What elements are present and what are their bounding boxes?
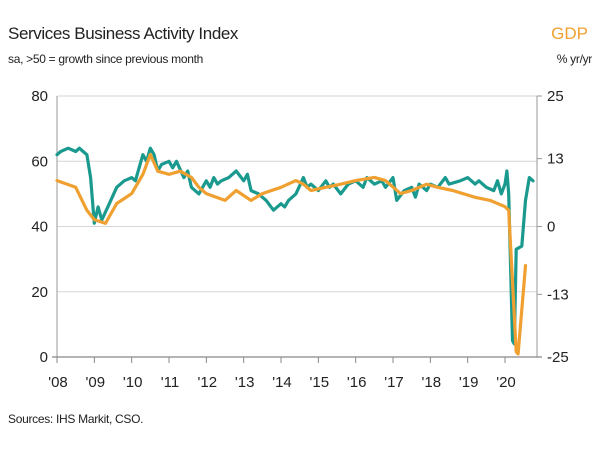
chart-subtitle: sa, >50 = growth since previous month (8, 52, 204, 66)
x-tick-label: '08 (48, 374, 68, 391)
y-left-tick-label: 80 (31, 88, 48, 105)
x-tick-label: '19 (459, 374, 479, 391)
y-left-tick-label: 20 (31, 284, 48, 301)
x-tick-label: '20 (496, 374, 516, 391)
y-left-tick-label: 0 (40, 349, 48, 366)
x-tick-label: '16 (347, 374, 367, 391)
right-axis-subtitle: % yr/yr (556, 52, 593, 66)
source-note: Sources: IHS Markit, CSO. (8, 412, 144, 426)
x-tick-label: '13 (235, 374, 255, 391)
right-axis-title: GDP (551, 24, 588, 43)
gdp-line (55, 152, 528, 356)
x-tick-label: '10 (123, 374, 143, 391)
y-right-tick-label: -13 (547, 286, 569, 303)
x-tick-label: '17 (384, 374, 404, 391)
y-right-tick-label: 25 (547, 88, 564, 105)
y-left-tick-label: 40 (31, 219, 48, 236)
y-right-tick-label: 0 (547, 219, 555, 236)
x-tick-label: '14 (272, 374, 292, 391)
y-left-tick-label: 60 (31, 153, 48, 170)
x-tick-label: '18 (422, 374, 442, 391)
x-tick-label: '12 (198, 374, 218, 391)
services-index-line (55, 146, 535, 346)
y-right-tick-label: 13 (547, 151, 564, 168)
x-tick-label: '15 (310, 374, 330, 391)
chart-title: Services Business Activity Index (8, 24, 239, 43)
y-right-tick-label: -25 (547, 349, 569, 366)
x-tick-label: '11 (161, 374, 179, 391)
x-tick-label: '09 (86, 374, 106, 391)
